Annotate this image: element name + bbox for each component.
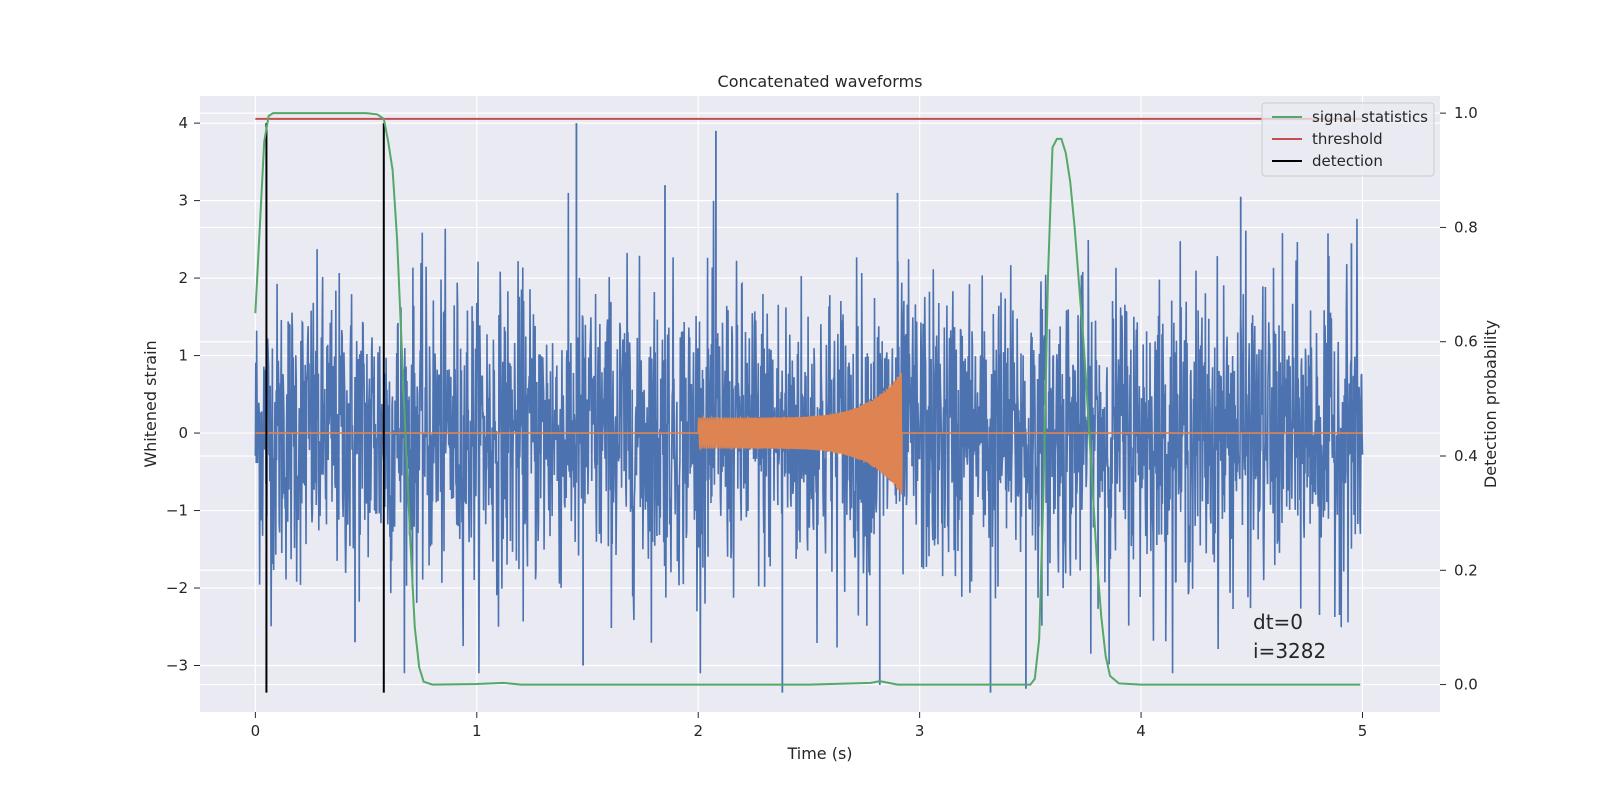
y2-tick-label: 1.0: [1454, 104, 1478, 122]
y-tick-label: 2: [178, 269, 188, 287]
y2-tick-label: 0.2: [1454, 561, 1478, 579]
axes: 0 1 2 3 4 5 −3 −2 −1 0 1 2 3 4 0.0 0.2 0.4 0.6 0.8 1.0: [166, 104, 1478, 740]
signal-statistics-line: [254, 112, 1361, 686]
annotation-dt: dt=0: [1253, 610, 1303, 634]
y-tick-label: −3: [166, 657, 188, 675]
chirp-waveform-line: [255, 372, 1363, 495]
legend-box: [1261, 102, 1435, 177]
x-tick-label: 2: [693, 722, 703, 740]
y-tick-label: 3: [178, 192, 188, 210]
chart-title: Concatenated waveforms: [718, 72, 923, 91]
y2-tick-label: 0.6: [1454, 333, 1478, 351]
legend-label: signal statistics: [1312, 108, 1428, 126]
y2-tick-label: 0.0: [1454, 676, 1478, 694]
annotation-i: i=3282: [1253, 639, 1326, 663]
plot-area: [254, 112, 1364, 693]
y-tick-label: 4: [178, 114, 188, 132]
y2-tick-label: 0.4: [1454, 447, 1478, 465]
y-tick-label: 1: [178, 347, 188, 365]
x-axis-label: Time (s): [786, 744, 852, 763]
y2-axis-label: Detection probability: [1481, 320, 1500, 488]
y-tick-label: −2: [166, 579, 188, 597]
x-tick-label: 3: [915, 722, 925, 740]
legend: signal statistics threshold detection: [1261, 102, 1435, 177]
y2-tick-label: 0.8: [1454, 218, 1478, 236]
legend-label: threshold: [1312, 130, 1383, 148]
y-axis-label: Whitened strain: [141, 340, 160, 467]
x-tick-label: 0: [251, 722, 261, 740]
x-tick-label: 4: [1136, 722, 1146, 740]
x-tick-label: 1: [472, 722, 482, 740]
y-tick-label: 0: [178, 424, 188, 442]
legend-label: detection: [1312, 152, 1383, 170]
y-tick-label: −1: [166, 502, 188, 520]
x-tick-label: 5: [1358, 722, 1368, 740]
